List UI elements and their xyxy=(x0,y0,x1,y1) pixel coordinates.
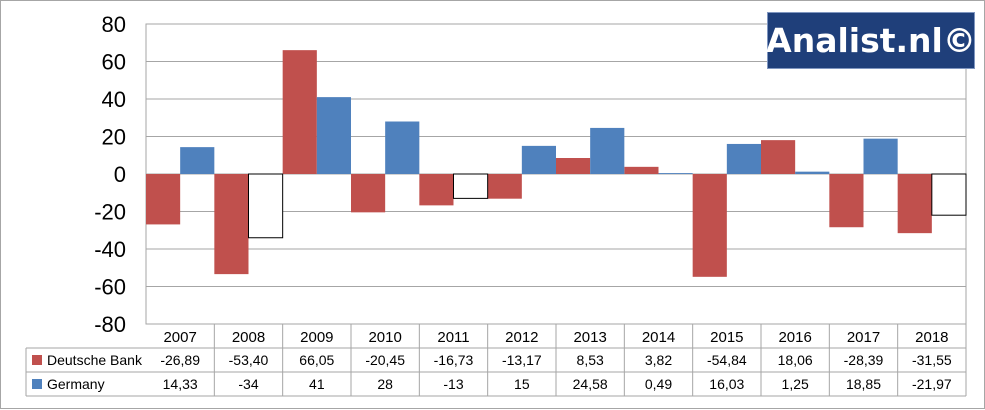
bar-germany-2012 xyxy=(521,145,556,174)
data-table-cell: -13,17 xyxy=(502,352,542,368)
bar-deutsche-bank-2017 xyxy=(829,174,864,228)
bar-deutsche-bank-2015 xyxy=(692,174,727,277)
bar-germany-2007 xyxy=(180,147,215,174)
x-category-label: 2018 xyxy=(915,329,948,346)
data-table-cell: 0,49 xyxy=(645,376,672,392)
analist-logo: Analist.nl© xyxy=(766,12,976,69)
data-table-cell: 28 xyxy=(377,376,393,392)
data-table-cell: 15 xyxy=(514,376,530,392)
bar-deutsche-bank-2007 xyxy=(146,174,181,225)
data-table-cell: 18,85 xyxy=(846,376,881,392)
data-table-cell: 18,06 xyxy=(778,352,813,368)
x-category-label: 2009 xyxy=(300,329,333,346)
bar-deutsche-bank-2008 xyxy=(214,174,249,275)
x-category-label: 2014 xyxy=(642,329,675,346)
x-category-label: 2013 xyxy=(573,329,606,346)
bar-germany-2010 xyxy=(385,121,420,174)
bar-germany-2017 xyxy=(863,138,898,174)
x-category-label: 2010 xyxy=(368,329,401,346)
legend-label: Germany xyxy=(47,376,105,392)
bar-deutsche-bank-2011 xyxy=(419,174,454,206)
data-table-cell: -20,45 xyxy=(365,352,405,368)
x-category-label: 2017 xyxy=(847,329,880,346)
bar-germany-2011 xyxy=(453,173,489,199)
data-table-cell: 66,05 xyxy=(299,352,334,368)
data-table-cell: -53,40 xyxy=(229,352,269,368)
legend-label: Deutsche Bank xyxy=(47,352,143,368)
bar-deutsche-bank-2012 xyxy=(487,174,522,199)
bar-deutsche-bank-2016 xyxy=(761,140,796,174)
y-tick-label: -80 xyxy=(94,312,126,337)
data-table-cell: 8,53 xyxy=(577,352,604,368)
bar-germany-2013 xyxy=(590,127,625,174)
y-tick-label: 80 xyxy=(102,12,126,37)
bar-germany-2018 xyxy=(931,173,967,216)
x-category-label: 2011 xyxy=(437,329,469,346)
bar-deutsche-bank-2010 xyxy=(351,174,386,213)
bar-deutsche-bank-2013 xyxy=(556,158,591,174)
x-category-label: 2016 xyxy=(778,329,811,346)
x-category-label: 2007 xyxy=(163,329,196,346)
bar-deutsche-bank-2009 xyxy=(282,50,317,174)
y-tick-label: 0 xyxy=(114,162,126,187)
bar-germany-2015 xyxy=(726,143,761,174)
data-table-cell: -28,39 xyxy=(844,352,884,368)
data-table-cell: -34 xyxy=(238,376,258,392)
bar-germany-2009 xyxy=(316,97,351,174)
data-table-cell: -16,73 xyxy=(434,352,474,368)
data-table-cell: 41 xyxy=(309,376,325,392)
data-table-cell: 16,03 xyxy=(709,376,744,392)
legend-swatch-germany xyxy=(32,379,42,389)
bar-germany-2016 xyxy=(795,171,830,174)
data-table-cell: -13 xyxy=(443,376,463,392)
bar-deutsche-bank-2014 xyxy=(624,166,659,174)
legend-swatch-deutsche-bank xyxy=(32,355,42,365)
data-table-cell: -31,55 xyxy=(912,352,952,368)
data-table-cell: 24,58 xyxy=(573,376,608,392)
y-tick-label: -40 xyxy=(94,237,126,262)
data-table-cell: -26,89 xyxy=(160,352,200,368)
y-tick-label: -60 xyxy=(94,275,126,300)
data-table-cell: -21,97 xyxy=(912,376,952,392)
data-table-cell: 1,25 xyxy=(782,376,809,392)
x-category-label: 2015 xyxy=(710,329,743,346)
bar-germany-2014 xyxy=(658,173,693,174)
data-table-cell: -54,84 xyxy=(707,352,747,368)
bar-germany-2008 xyxy=(248,173,284,239)
bar-deutsche-bank-2018 xyxy=(897,174,932,234)
y-tick-label: -20 xyxy=(94,200,126,225)
data-table-cell: 3,82 xyxy=(645,352,672,368)
x-category-label: 2012 xyxy=(505,329,538,346)
data-table-cell: 14,33 xyxy=(163,376,198,392)
x-category-label: 2008 xyxy=(232,329,265,346)
y-tick-label: 60 xyxy=(102,50,126,75)
y-tick-label: 40 xyxy=(102,87,126,112)
y-tick-label: 20 xyxy=(102,125,126,150)
logo-text: Analist.nl© xyxy=(766,21,976,60)
